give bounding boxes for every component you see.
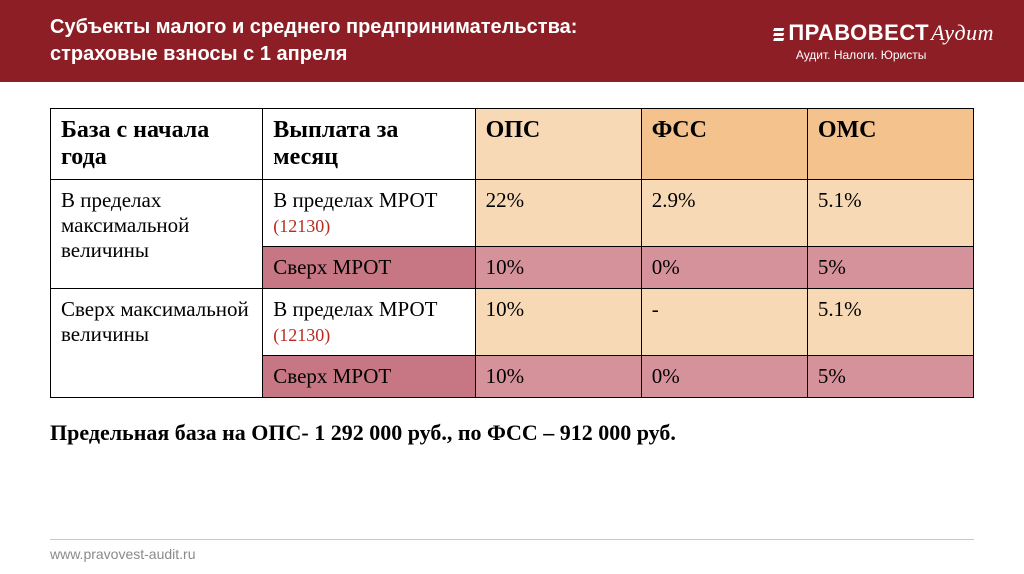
payment-cell: Сверх МРОТ (263, 356, 475, 398)
payment-cell: В пределах МРОТ (12130) (263, 289, 475, 356)
table-header-row: База с начала годаВыплата за месяцОПСФСС… (51, 109, 974, 180)
logo-stripes-icon: ▬▬▬ (774, 26, 785, 41)
oms-cell: 5% (807, 247, 973, 289)
table-body: В пределах максимальной величиныВ предел… (51, 180, 974, 398)
logo-suffix: Аудит (931, 20, 994, 46)
column-header: ФСС (641, 109, 807, 180)
table-row: В пределах максимальной величиныВ предел… (51, 180, 974, 247)
content-area: База с начала годаВыплата за месяцОПСФСС… (0, 82, 1024, 398)
footer-url: www.pravovest-audit.ru (50, 539, 974, 562)
mrot-note: (12130) (273, 216, 330, 236)
ops-cell: 10% (475, 289, 641, 356)
logo-main: ▬▬▬ ПРАВОВЕСТ Аудит (774, 20, 994, 46)
title-line1: Субъекты малого и среднего предпринимате… (50, 16, 577, 38)
title-line2: страховые взносы с 1 апреля (50, 43, 347, 65)
ops-cell: 10% (475, 356, 641, 398)
rates-table: База с начала годаВыплата за месяцОПСФСС… (50, 108, 974, 398)
ops-cell: 22% (475, 180, 641, 247)
oms-cell: 5.1% (807, 180, 973, 247)
base-cell: В пределах максимальной величины (51, 180, 263, 289)
mrot-note: (12130) (273, 325, 330, 345)
fss-cell: 2.9% (641, 180, 807, 247)
logo-tagline: Аудит. Налоги. Юристы (774, 48, 994, 62)
column-header: База с начала года (51, 109, 263, 180)
header-bar: Субъекты малого и среднего предпринимате… (0, 0, 1024, 82)
base-cell: Сверх максимальной величины (51, 289, 263, 398)
payment-cell: В пределах МРОТ (12130) (263, 180, 475, 247)
footer-note: Предельная база на ОПС- 1 292 000 руб., … (50, 420, 974, 446)
column-header: ОПС (475, 109, 641, 180)
logo: ▬▬▬ ПРАВОВЕСТ Аудит Аудит. Налоги. Юрист… (774, 20, 994, 62)
fss-cell: 0% (641, 247, 807, 289)
payment-cell: Сверх МРОТ (263, 247, 475, 289)
logo-text: ПРАВОВЕСТ (788, 20, 929, 46)
oms-cell: 5% (807, 356, 973, 398)
column-header: ОМС (807, 109, 973, 180)
column-header: Выплата за месяц (263, 109, 475, 180)
page-title: Субъекты малого и среднего предпринимате… (50, 14, 577, 68)
fss-cell: 0% (641, 356, 807, 398)
ops-cell: 10% (475, 247, 641, 289)
table-row: Сверх максимальной величиныВ пределах МР… (51, 289, 974, 356)
oms-cell: 5.1% (807, 289, 973, 356)
fss-cell: - (641, 289, 807, 356)
